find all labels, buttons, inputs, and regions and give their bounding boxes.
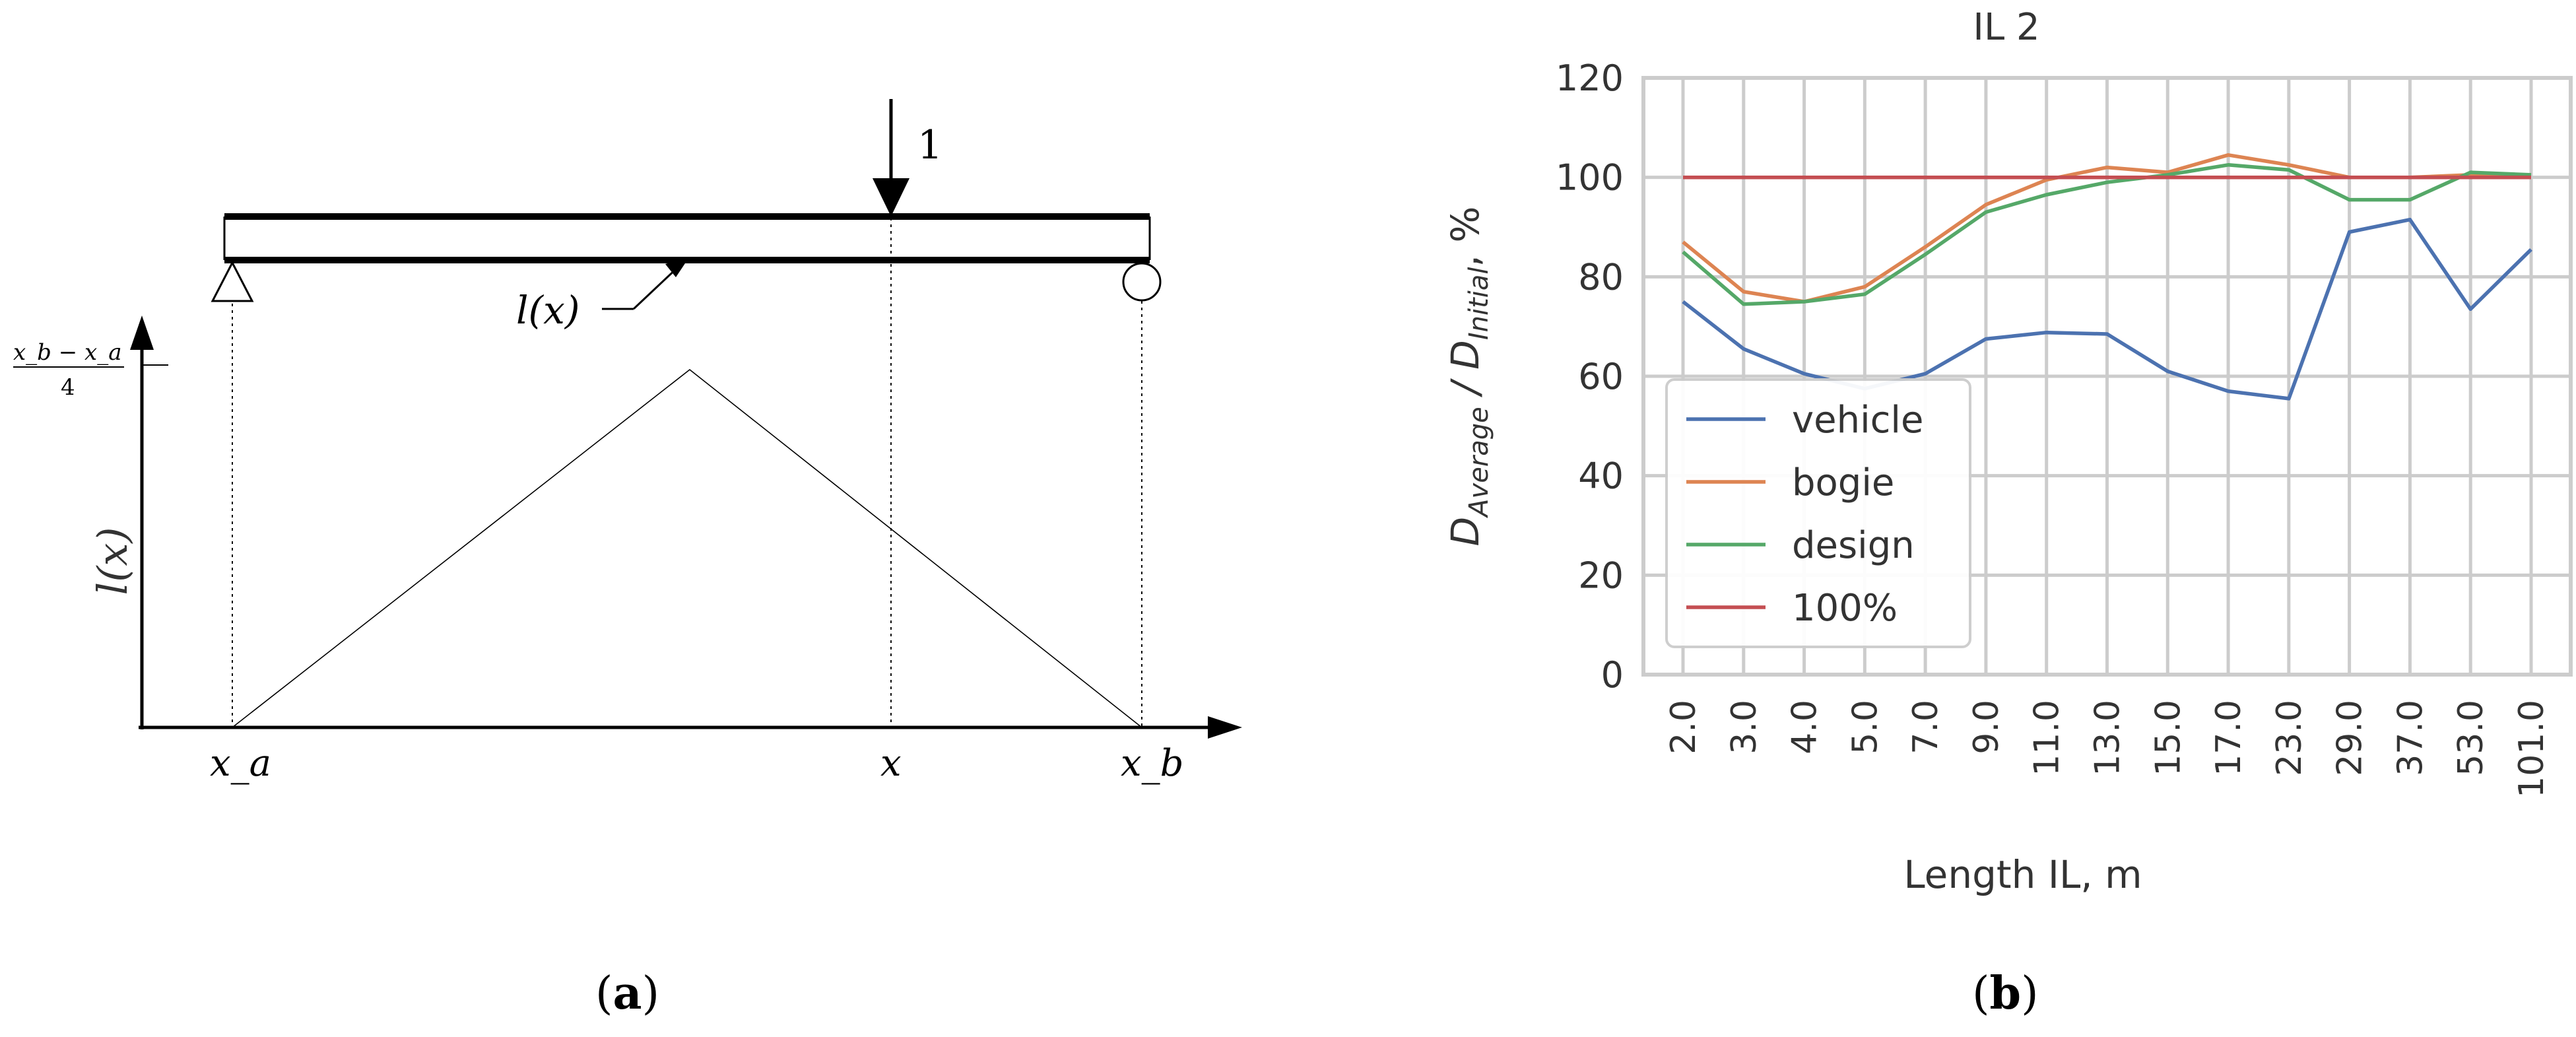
peak-fraction: x_b − x_a 4 <box>13 339 124 401</box>
x-tick-label: 2.0 <box>1664 700 1703 754</box>
legend-label: vehicle <box>1792 399 1923 442</box>
load-label: 1 <box>917 122 942 168</box>
x-tick-label: 53.0 <box>2451 700 2491 776</box>
svg-text:x_b − x_a: x_b − x_a <box>13 339 122 366</box>
line-chart: IL 2 0 20 40 60 80 100 120 2.0 3.0 4.0 5.0 7.0 9.0 1… <box>1443 6 2573 897</box>
caption-b: (b) <box>1972 967 2039 1020</box>
y-axis-label: DAverage / DInitial, % <box>1443 206 1494 546</box>
dotted-guides <box>232 218 1142 726</box>
x-tick-labels: 2.0 3.0 4.0 5.0 7.0 9.0 11.0 13.0 15.0 17.0 23.0 29… <box>1664 700 2552 798</box>
svg-text:4: 4 <box>61 374 75 401</box>
beam <box>223 213 1151 263</box>
legend-label: bogie <box>1792 461 1894 504</box>
y-tick-labels: 0 20 40 60 80 100 120 <box>1556 57 1624 696</box>
pin-support <box>211 260 254 302</box>
axes-a <box>130 316 1242 739</box>
y-tick-label: 60 <box>1578 356 1624 397</box>
legend-label: design <box>1792 524 1915 567</box>
x-tick-label: 37.0 <box>2391 700 2430 776</box>
y-tick-label: 20 <box>1578 554 1624 596</box>
x-axis-label: Length IL, m <box>1903 852 2142 897</box>
yaxis-label-a: l(x) <box>88 527 137 595</box>
x-tick-label: 4.0 <box>1785 700 1825 754</box>
y-tick-label: 120 <box>1556 57 1624 99</box>
x-tick-label: 3.0 <box>1725 700 1764 754</box>
y-tick-label: 80 <box>1578 256 1624 298</box>
x-tick-label: 7.0 <box>1906 700 1946 754</box>
influence-label: l(x) <box>516 288 580 333</box>
series-line-design <box>1682 163 2532 306</box>
chart-title: IL 2 <box>1973 6 2039 49</box>
xb-label: x_b <box>1121 742 1183 785</box>
x-tick-label: 29.0 <box>2330 700 2370 776</box>
legend: vehicle bogie design 100% <box>1665 378 1971 648</box>
roller-support <box>1122 262 1162 302</box>
x-tick-label: 101.0 <box>2512 700 2552 798</box>
xa-label: x_a <box>210 742 271 785</box>
y-tick-label: 40 <box>1578 455 1624 497</box>
unit-load-arrow <box>873 99 909 217</box>
x-tick-label: 5.0 <box>1845 700 1885 754</box>
x-tick-label: 17.0 <box>2209 700 2249 776</box>
x-label: x <box>880 742 902 785</box>
y-tick-label: 0 <box>1601 654 1624 696</box>
x-tick-label: 15.0 <box>2148 700 2188 776</box>
caption-a: (a) <box>595 967 660 1020</box>
x-tick-label: 9.0 <box>1967 700 2006 754</box>
x-tick-label: 11.0 <box>2028 700 2067 776</box>
x-tick-label: 13.0 <box>2088 700 2128 776</box>
influence-leader <box>602 257 689 310</box>
legend-box <box>1665 378 1971 648</box>
legend-label: 100% <box>1792 587 1898 630</box>
beam-diagram: 1 l(x) x_b − x_a 4 l(x) x_a x x_b <box>13 99 1242 785</box>
influence-triangle <box>232 368 1142 728</box>
y-tick-label: 100 <box>1556 157 1624 199</box>
x-tick-label: 23.0 <box>2270 700 2309 776</box>
